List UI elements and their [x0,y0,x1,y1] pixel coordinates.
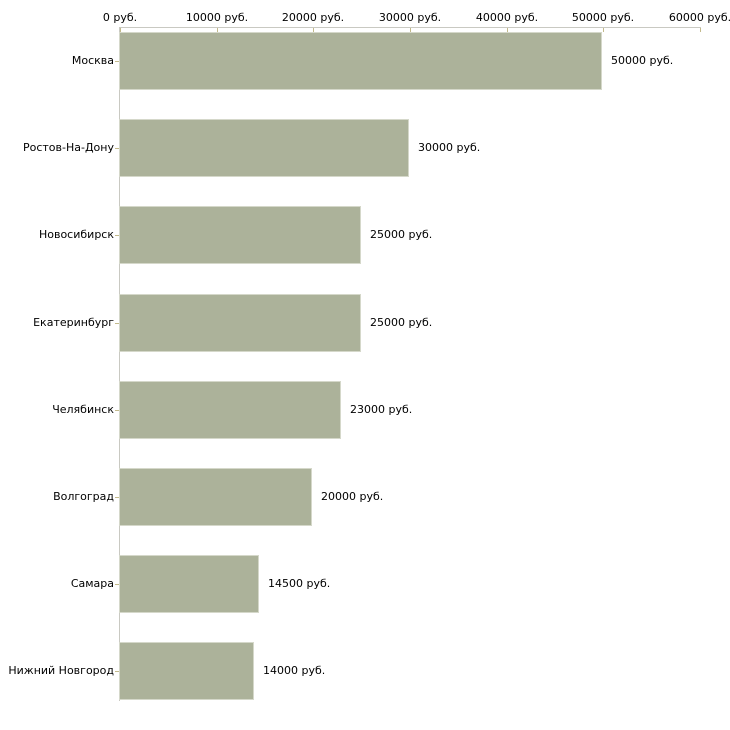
bar [119,468,312,526]
bar [119,32,602,90]
x-axis-line [119,27,701,28]
category-tick [115,148,119,149]
category-tick [115,323,119,324]
x-axis-tick-label: 30000 руб. [378,11,442,24]
category-label: Волгоград [53,490,114,503]
bar-value-label: 14000 руб. [263,664,326,677]
category-tick [115,410,119,411]
category-label: Новосибирск [38,228,114,241]
category-label: Нижний Новгород [8,664,114,677]
category-label: Ростов-На-Дону [22,141,114,154]
bar [119,206,361,264]
category-tick [115,235,119,236]
bar [119,555,259,613]
x-axis-tick [410,28,411,32]
x-axis-tick [313,28,314,32]
bar [119,294,361,352]
x-axis-tick [700,28,701,32]
category-label: Самара [70,577,114,590]
bar-value-label: 23000 руб. [350,403,413,416]
x-axis-tick-label: 10000 руб. [185,11,249,24]
category-tick [115,671,119,672]
category-tick [115,584,119,585]
x-axis-tick [120,28,121,32]
x-axis-tick [217,28,218,32]
x-axis-tick-label: 0 руб. [102,11,138,24]
bar-value-label: 50000 руб. [611,54,674,67]
category-label: Екатеринбург [33,316,114,329]
y-axis-line [119,27,120,701]
bar-value-label: 14500 руб. [268,577,331,590]
category-tick [115,61,119,62]
bar [119,381,341,439]
bar-value-label: 20000 руб. [321,490,384,503]
x-axis-tick-label: 20000 руб. [281,11,345,24]
category-label: Челябинск [52,403,114,416]
bar-value-label: 25000 руб. [370,228,433,241]
category-tick [115,497,119,498]
x-axis-tick-label: 60000 руб. [668,11,730,24]
category-label: Москва [71,54,114,67]
bar [119,119,409,177]
x-axis-tick-label: 50000 руб. [571,11,635,24]
bar-value-label: 30000 руб. [418,141,481,154]
x-axis-tick-label: 40000 руб. [475,11,539,24]
x-axis-tick [603,28,604,32]
bar [119,642,254,700]
bar-value-label: 25000 руб. [370,316,433,329]
x-axis-tick [507,28,508,32]
